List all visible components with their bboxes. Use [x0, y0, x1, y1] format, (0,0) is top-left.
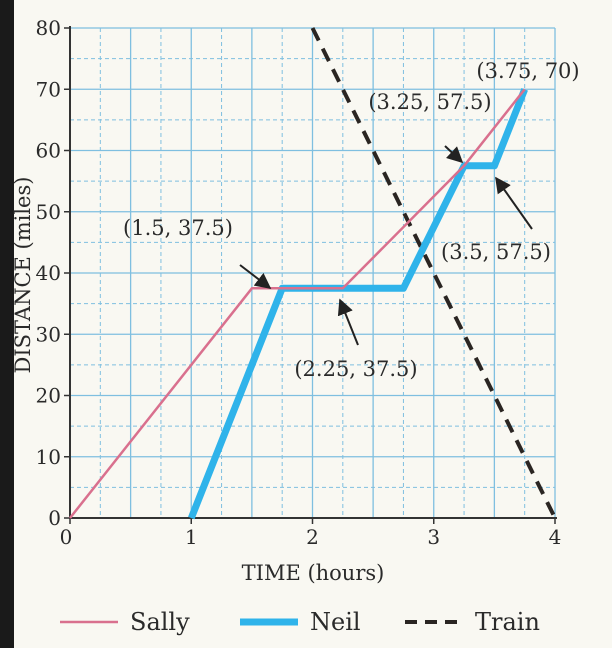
- x-tick-label: 3: [427, 525, 440, 549]
- annotation-arrow: [239, 264, 272, 289]
- y-tick-label: 80: [36, 16, 61, 40]
- x-tick-label: 1: [185, 525, 198, 549]
- y-tick-label: 0: [48, 506, 61, 530]
- y-tick-label: 50: [36, 200, 61, 224]
- annotations: (3.75, 70) (3.25, 57.5) (1.5, 37.5) (3.5, 5…: [123, 59, 580, 381]
- y-tick-label: 20: [36, 384, 61, 408]
- axes: [69, 26, 557, 519]
- annotation-arrow: [337, 298, 359, 346]
- y-tick-label: 30: [36, 322, 61, 346]
- annotation-label: (3.75, 70): [476, 59, 579, 83]
- y-tick-label: 40: [36, 261, 61, 285]
- annotation-arrow: [495, 176, 533, 230]
- annotation-label: (2.25, 37.5): [294, 357, 417, 381]
- y-tick-label: 60: [36, 139, 61, 163]
- x-axis-label: TIME (hours): [242, 561, 385, 585]
- legend-label-neil: Neil: [310, 608, 361, 636]
- annotation-label: (1.5, 37.5): [123, 216, 233, 240]
- series-lines: [69, 27, 557, 520]
- annotation-label: (3.5, 57.5): [441, 240, 551, 264]
- series-line-sally: [69, 88, 526, 519]
- legend-label-sally: Sally: [130, 608, 190, 636]
- annotation-arrow: [444, 145, 464, 164]
- scan-edge: [0, 0, 14, 648]
- legend-label-train: Train: [475, 608, 540, 636]
- y-tick-label: 70: [36, 77, 61, 101]
- x-tick-label: 0: [60, 525, 73, 549]
- y-axis-label: DISTANCE (miles): [11, 177, 35, 374]
- y-tick-label: 10: [36, 445, 61, 469]
- x-tick-label: 4: [549, 525, 562, 549]
- annotation-label: (3.25, 57.5): [368, 90, 491, 114]
- x-tick-label: 2: [306, 525, 319, 549]
- legend: Sally Neil Train: [60, 608, 540, 636]
- series-line-neil: [188, 88, 528, 520]
- grid: [69, 27, 556, 519]
